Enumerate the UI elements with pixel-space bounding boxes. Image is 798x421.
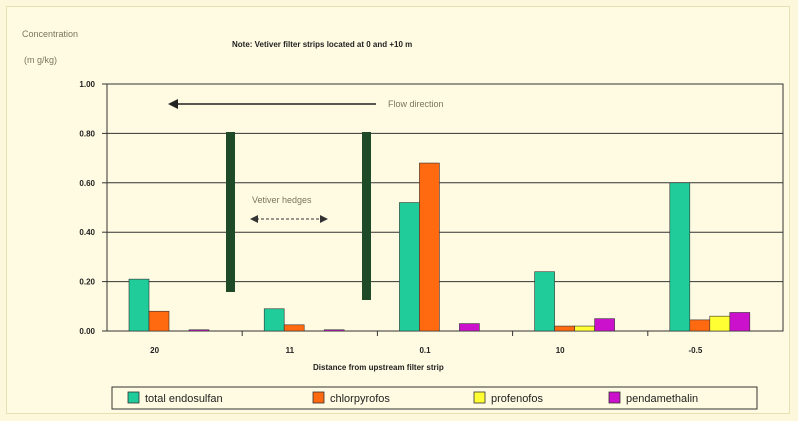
x-tick-label: 11: [286, 346, 295, 355]
bar: [283, 324, 305, 332]
legend-label: pendamethalin: [626, 393, 698, 405]
bar: [323, 329, 345, 332]
hedges-arrow-left: [250, 215, 258, 223]
legend-swatch: [473, 391, 486, 404]
legend-label: chlorpyrofos: [330, 393, 390, 405]
bar: [263, 308, 285, 332]
flow-direction-label: Flow direction: [388, 99, 444, 109]
flow-arrow-head: [168, 99, 178, 109]
legend-label: profenofos: [491, 393, 543, 405]
y-tick-label: 1.00: [79, 80, 95, 89]
bar: [148, 310, 170, 332]
legend-swatch: [312, 391, 325, 404]
bar: [554, 325, 575, 332]
vetiver-hedge-upstream: [226, 132, 235, 292]
bar: [534, 271, 555, 332]
bar: [689, 319, 711, 332]
y-tick-label: 0.20: [79, 278, 95, 287]
y-tick-label: 0.00: [79, 327, 95, 336]
bar: [574, 325, 595, 332]
chart-title: Note: Vetiver filter strips located at 0…: [232, 40, 412, 49]
bar: [419, 162, 440, 332]
x-tick-label: 0.1: [419, 346, 431, 355]
bar: [594, 318, 615, 332]
bar: [669, 182, 691, 332]
y-tick-label: 0.40: [79, 228, 95, 237]
plot-area: 0.00 0.20 0.40 0.60 0.80 1.00 20 11 0.1 10 -0.5: [79, 80, 784, 355]
y-axis-title-line2: (m g/kg): [24, 55, 57, 65]
bar: [188, 329, 210, 332]
bar: [459, 323, 480, 332]
bar: [128, 278, 150, 332]
legend-box: [111, 386, 758, 410]
legend: total endosulfan chlorpyrofos profenofos pe…: [111, 386, 758, 410]
legend-swatch: [608, 391, 621, 404]
legend-swatch: [127, 391, 140, 404]
bar: [709, 315, 731, 332]
y-axis-title-line1: Concentration: [22, 29, 78, 39]
x-tick-label: -0.5: [689, 346, 703, 355]
hedges-arrow-right: [320, 215, 328, 223]
y-tick-label: 0.80: [79, 129, 95, 138]
x-tick-label: 10: [556, 346, 565, 355]
vetiver-hedges-label: Vetiver hedges: [252, 195, 312, 205]
x-tick-label: 20: [150, 346, 159, 355]
bar: [399, 202, 420, 332]
vetiver-hedge-downstream: [362, 132, 371, 300]
legend-label: total endosulfan: [145, 393, 223, 405]
x-axis-title: Distance from upstream filter strip: [313, 363, 444, 372]
bar: [729, 312, 751, 332]
y-tick-label: 0.60: [79, 179, 95, 188]
